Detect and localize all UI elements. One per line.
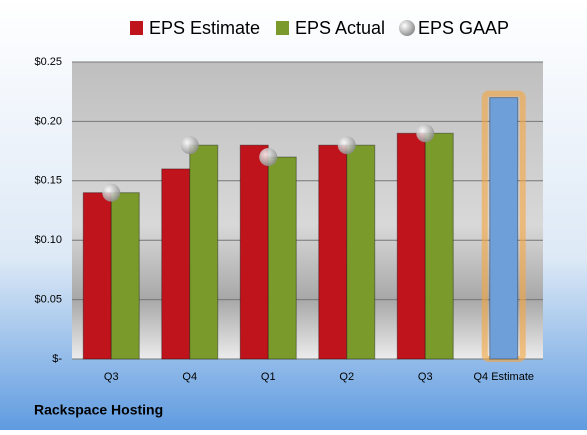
bar [267,156,297,360]
bar [239,144,269,360]
bar [396,132,426,360]
legend-marker [399,20,415,36]
bar [189,144,219,360]
legend-marker [276,21,289,35]
gaap-marker [416,124,435,143]
y-tick-label: $0.05 [34,294,62,306]
x-tick-label: Q3 [418,371,433,383]
x-tick-label: Q4 [182,371,197,383]
y-tick-label: $0.10 [34,234,62,246]
legend-marker [130,21,143,35]
legend-label: EPS Actual [295,18,385,38]
y-tick-label: $0.20 [34,115,62,127]
bar [161,168,191,360]
bar [424,132,454,360]
plot-area [72,62,543,359]
legend-label: EPS Estimate [149,18,260,38]
bar [318,144,348,360]
x-tick-label: Q2 [339,371,354,383]
y-tick-label: $0.15 [34,175,62,187]
footer: Rackspace Hosting [34,402,163,418]
x-tick-label: Q3 [104,371,119,383]
gaap-marker [102,183,121,202]
x-tick-label: Q1 [261,371,276,383]
bar [346,144,376,360]
bar [489,97,519,360]
gaap-marker [337,136,356,155]
bar [82,192,112,360]
bar [110,192,140,360]
x-tick-label: Q4 Estimate [473,371,534,383]
gaap-marker [259,148,278,167]
y-tick-label: $- [52,353,62,365]
legend-label: EPS GAAP [418,18,509,38]
gaap-marker [180,136,199,155]
y-tick-label: $0.25 [34,56,62,68]
